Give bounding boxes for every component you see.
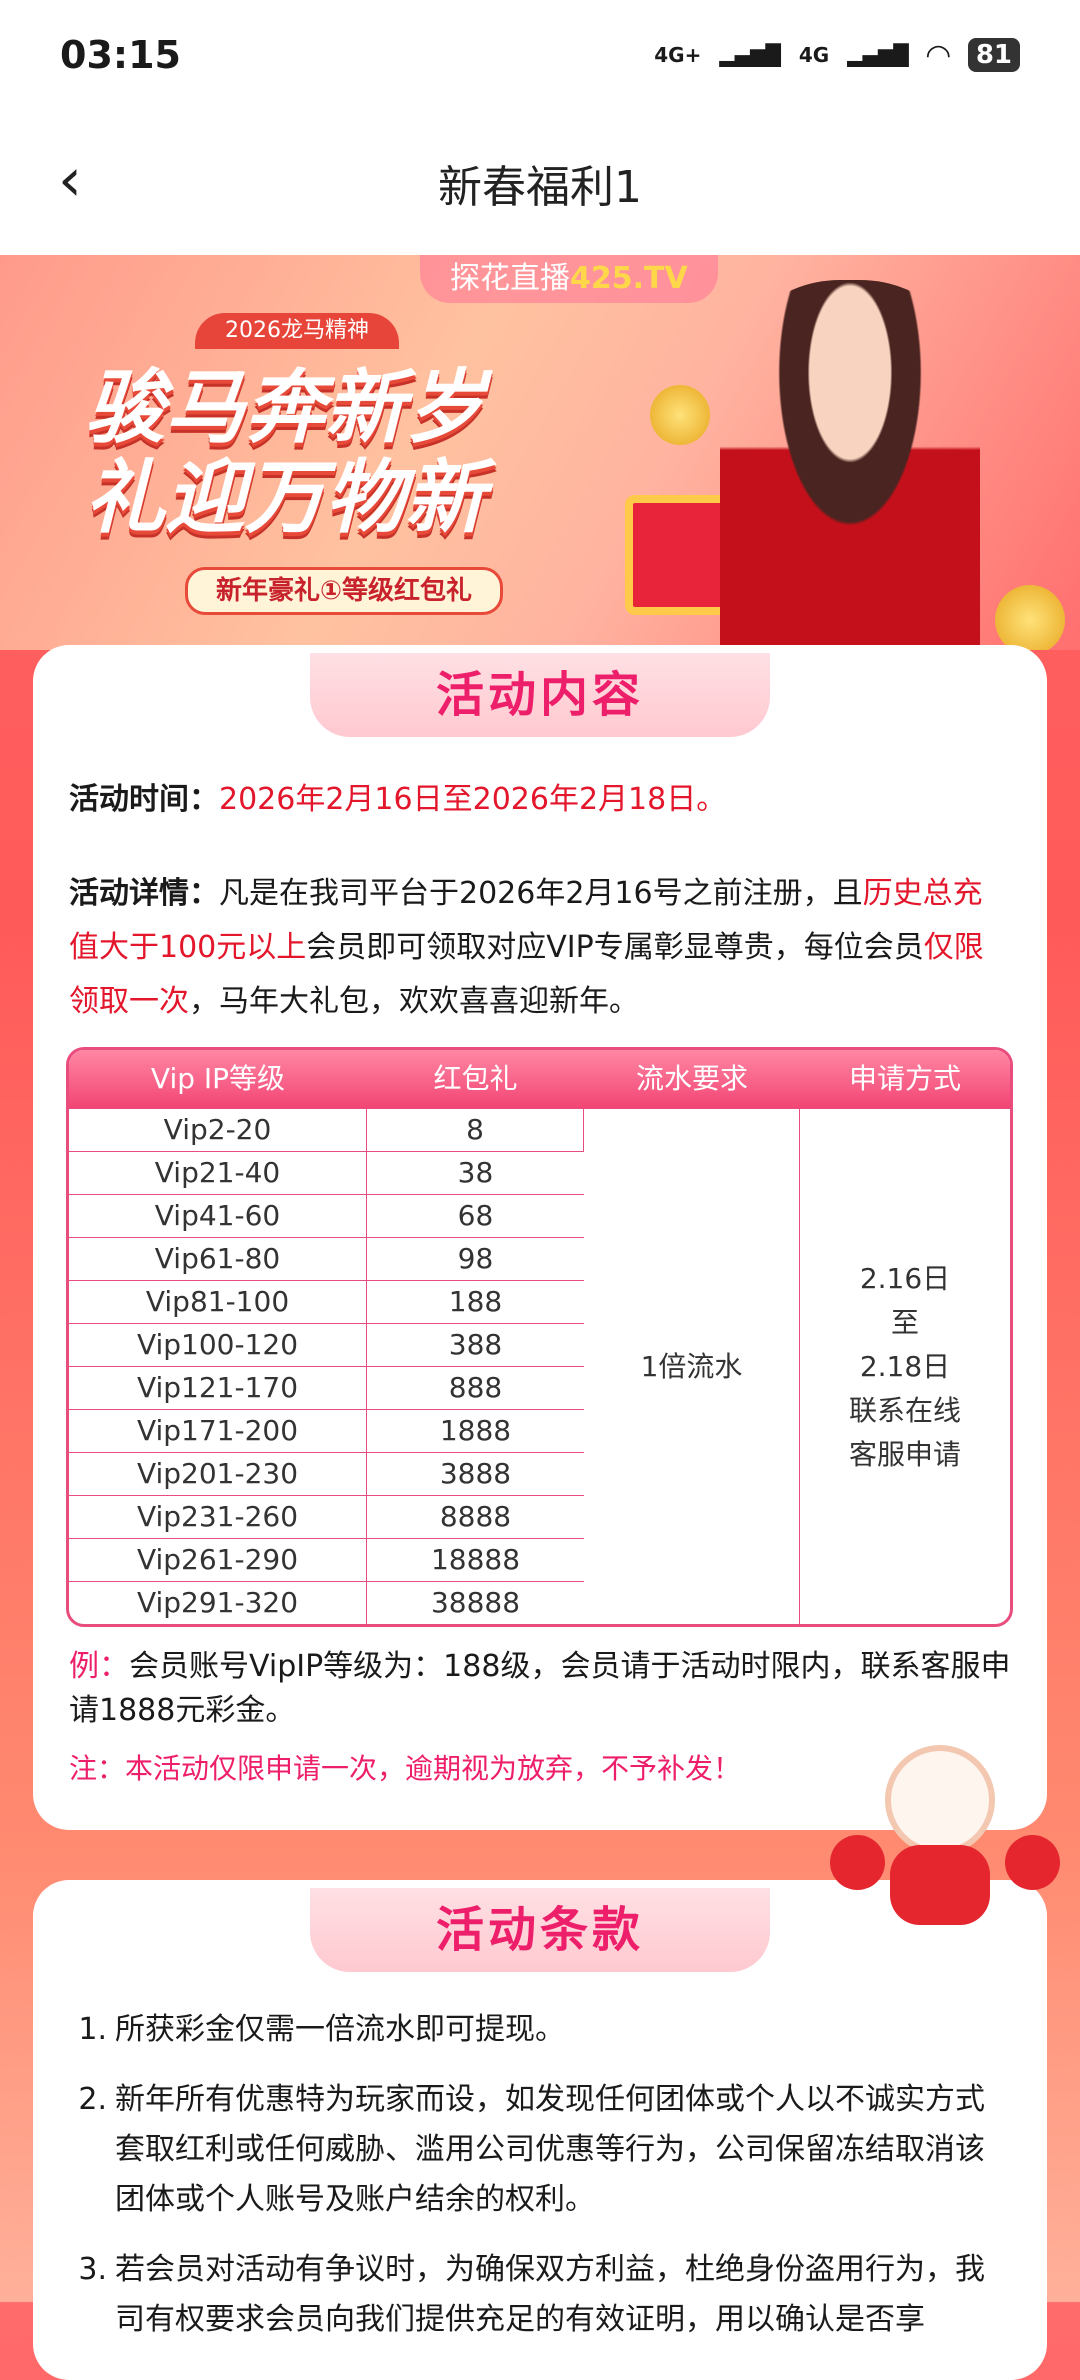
vip-reward-table: Vip IP等级 红包礼 流水要求 申请方式 Vip2-20 8 1倍流水 2.16日… (66, 1047, 1013, 1627)
reward-cell: 68 (367, 1194, 584, 1237)
table-row: Vip261-290 18888 (69, 1538, 1010, 1581)
activity-content-card: 活动内容 活动时间：2026年2月16日至2026年2月18日。 活动详情：凡是… (33, 645, 1047, 1830)
terms-item: 1. 所获彩金仅需一倍流水即可提现。 (69, 2005, 1011, 2055)
status-bar: 03:15 4G+ ▂▄▆█ 4G ▂▄▆█ ◠ 81 (0, 0, 1080, 110)
vip-level-cell: Vip171-200 (69, 1409, 367, 1452)
reward-cell: 38 (367, 1151, 584, 1194)
reward-cell: 38888 (367, 1581, 584, 1624)
apply-method-line: 联系在线 (848, 1393, 961, 1427)
table-row: Vip41-60 68 (69, 1194, 1010, 1237)
activity-time: 活动时间：2026年2月16日至2026年2月18日。 (69, 782, 727, 817)
vip-level-cell: Vip41-60 (69, 1194, 367, 1237)
model-image (720, 280, 980, 650)
reward-cell: 8 (367, 1108, 584, 1151)
page-title: 新春福利1 (438, 161, 642, 213)
column-header: 申请方式 (800, 1050, 1010, 1108)
vip-level-cell: Vip201-230 (69, 1452, 367, 1495)
nav-bar: ‹ 新春福利1 (0, 110, 1080, 255)
vip-level-cell: Vip121-170 (69, 1366, 367, 1409)
terms-item-text: 所获彩金仅需一倍流水即可提现。 (115, 2012, 565, 2047)
example-text: 例：会员账号VipIP等级为：188级，会员请于活动时限内，联系客服申请1888… (69, 1649, 1011, 1728)
section-title: 活动内容 (310, 653, 770, 737)
apply-method-line: 2.16日 (859, 1261, 951, 1295)
vip-level-cell: Vip2-20 (69, 1108, 367, 1151)
apply-method-line: 客服申请 (848, 1437, 961, 1471)
banner-headline: 骏马奔新岁 礼迎万物新 (85, 361, 485, 544)
column-header: Vip IP等级 (69, 1050, 367, 1108)
apply-method-line: 至 (890, 1305, 919, 1339)
banner-subtitle: 2026龙马精神 (195, 313, 399, 349)
vip-level-cell: Vip81-100 (69, 1280, 367, 1323)
vip-level-cell: Vip21-40 (69, 1151, 367, 1194)
clock: 03:15 (60, 33, 181, 77)
table-row: Vip81-100 188 (69, 1280, 1010, 1323)
promo-banner: 探花直播425.TV 2026龙马精神 骏马奔新岁 礼迎万物新 新年豪礼①等级红包… (0, 255, 1080, 650)
terms-card: 活动条款 1. 所获彩金仅需一倍流水即可提现。 2. 新年所有优惠特为玩家而设，如发现… (33, 1880, 1047, 2380)
reward-cell: 888 (367, 1366, 584, 1409)
section-title: 活动条款 (310, 1888, 770, 1972)
terms-item-number: 1. (78, 2012, 107, 2047)
terms-item-number: 3. (78, 2252, 107, 2287)
coin-icon (650, 385, 710, 445)
vip-level-cell: Vip261-290 (69, 1538, 367, 1581)
reward-cell: 188 (367, 1280, 584, 1323)
apply-method-cell: 2.16日至 2.18日联系在线客服申请 (800, 1108, 1010, 1624)
activity-details: 活动详情：凡是在我司平台于2026年2月16号之前注册，且历史总充值大于100元… (69, 876, 984, 1019)
signal-icon: 4G+ (654, 43, 702, 67)
coin-icon (995, 585, 1065, 650)
vip-level-cell: Vip231-260 (69, 1495, 367, 1538)
column-header: 流水要求 (584, 1050, 800, 1108)
table-row: Vip21-40 38 (69, 1151, 1010, 1194)
terms-item: 2. 新年所有优惠特为玩家而设，如发现任何团体或个人以不诚实方式套取红利或任何威胁… (69, 2075, 1011, 2225)
terms-item-text: 若会员对活动有争议时，为确保双方利益，杜绝身份盗用行为，我司有权要求会员向我们提… (115, 2252, 985, 2337)
signal-bars-icon: ▂▄▆█ (719, 43, 781, 67)
table-row: Vip61-80 98 (69, 1237, 1010, 1280)
terms-item-text: 新年所有优惠特为玩家而设，如发现任何团体或个人以不诚实方式套取红利或任何威胁、滥… (115, 2082, 985, 2217)
back-chevron-icon[interactable]: ‹ (58, 145, 82, 215)
wifi-icon: ◠ (926, 37, 950, 73)
terms-item-number: 2. (78, 2082, 107, 2117)
terms-list: 1. 所获彩金仅需一倍流水即可提现。 2. 新年所有优惠特为玩家而设，如发现任何团体或… (69, 2005, 1011, 2365)
table-row: Vip171-200 1888 (69, 1409, 1010, 1452)
signal-bars-icon: ▂▄▆█ (847, 43, 909, 67)
reward-cell: 3888 (367, 1452, 584, 1495)
horse-mascot-image (830, 1735, 1060, 1935)
battery-icon: 81 (967, 38, 1020, 72)
apply-method-line: 2.18日 (859, 1349, 951, 1383)
vip-level-cell: Vip100-120 (69, 1323, 367, 1366)
reward-cell: 1888 (367, 1409, 584, 1452)
gift-box-image (625, 495, 735, 615)
table-row: Vip100-120 388 (69, 1323, 1010, 1366)
reward-cell: 18888 (367, 1538, 584, 1581)
table-row: Vip2-20 8 1倍流水 2.16日至 2.18日联系在线客服申请 (69, 1108, 1010, 1624)
banner-ribbon: 新年豪礼①等级红包礼 (185, 567, 504, 615)
table-row: Vip291-320 38888 (69, 1581, 1010, 1624)
terms-item: 3. 若会员对活动有争议时，为确保双方利益，杜绝身份盗用行为，我司有权要求会员向我… (69, 2245, 1011, 2345)
turnover-cell: 1倍流水 (584, 1108, 800, 1624)
brand-logo: 探花直播425.TV (420, 255, 718, 303)
reward-cell: 98 (367, 1237, 584, 1280)
column-header: 红包礼 (367, 1050, 584, 1108)
vip-level-cell: Vip61-80 (69, 1237, 367, 1280)
vip-level-cell: Vip291-320 (69, 1581, 367, 1624)
table-row: Vip231-260 8888 (69, 1495, 1010, 1538)
reward-cell: 8888 (367, 1495, 584, 1538)
note-text: 注：本活动仅限申请一次，逾期视为放弃，不予补发！ (69, 1752, 742, 1785)
table-row: Vip201-230 3888 (69, 1452, 1010, 1495)
reward-cell: 388 (367, 1323, 584, 1366)
table-row: Vip121-170 888 (69, 1366, 1010, 1409)
signal-icon: 4G (798, 43, 830, 67)
